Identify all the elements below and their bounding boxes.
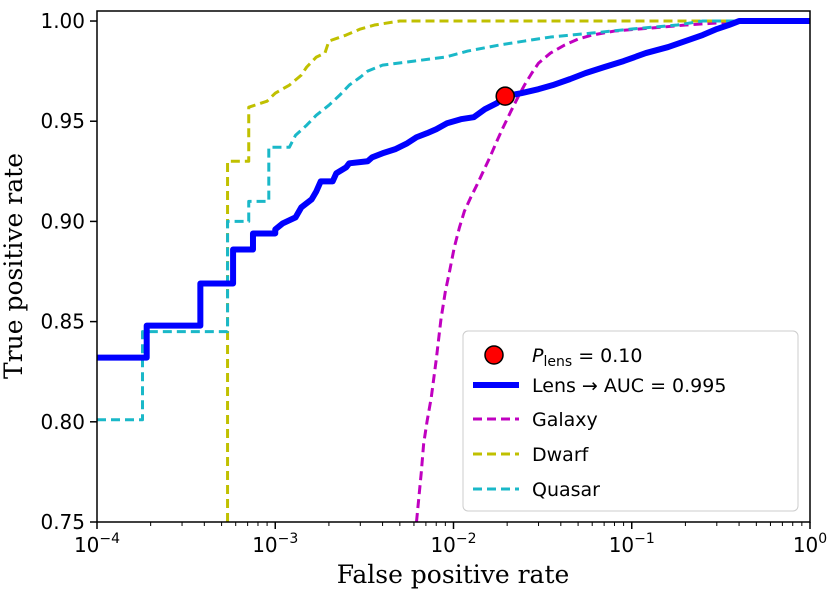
series-galaxy-line [414,19,810,522]
y-tick-label: 0.95 [40,109,85,133]
y-tick-label: 1.00 [40,9,85,33]
legend-dwarf-label: Dwarf [532,444,590,466]
operating-point-marker [495,86,515,106]
legend-quasar-label: Quasar [532,479,600,501]
legend-galaxy-label: Galaxy [532,409,598,431]
series-layer [97,18,810,522]
svg-text:Plens = 0.10: Plens = 0.10 [532,345,642,370]
x-axis-ticks: 10−4 10−3 10−2 10−1 100 [74,522,827,557]
y-tick-label: 0.80 [40,410,85,434]
series-dwarf-line [226,19,810,522]
y-tick-label: 0.90 [40,209,85,233]
legend-entry-galaxy: Galaxy [473,409,598,431]
series-lens-line [97,18,810,361]
legend-lens-label: Lens → AUC = 0.995 [532,375,726,397]
y-axis-ticks: 0.75 0.80 0.85 0.90 0.95 1.00 [40,9,97,534]
x-tick-label: 10−4 [74,531,120,557]
x-tick-label: 100 [793,531,827,557]
legend-marker-subscript: lens [543,354,572,370]
x-tick-label: 10−1 [609,531,655,557]
legend-entry-quasar: Quasar [473,479,600,501]
x-tick-label: 10−2 [430,531,476,557]
legend-marker-symbol: P [532,345,544,367]
legend-marker-swatch [484,345,504,365]
y-tick-label: 0.75 [40,510,85,534]
legend-marker-value: = 0.10 [578,345,642,367]
legend-box [462,330,799,512]
legend-entry-dwarf: Dwarf [473,444,590,466]
x-axis-label: False positive rate [337,560,570,589]
legend: Plens = 0.10 Lens → AUC = 0.995 Galaxy D… [462,330,799,512]
y-axis-label: True positive rate [0,153,28,379]
x-tick-label: 10−3 [252,531,298,557]
legend-entry-marker: Plens = 0.10 [484,345,642,370]
marker-layer [495,86,515,106]
legend-entry-lens: Lens → AUC = 0.995 [473,375,726,397]
y-tick-label: 0.85 [40,310,85,334]
